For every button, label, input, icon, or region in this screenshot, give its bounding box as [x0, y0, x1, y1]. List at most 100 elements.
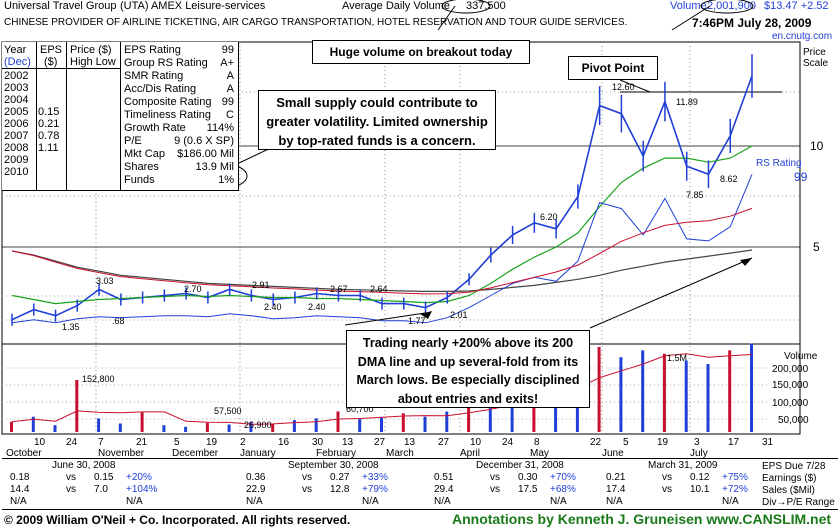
quarter-pe: N/A [606, 496, 623, 507]
quarter-vs: vs [662, 484, 672, 495]
eps-due-pe: Div→P/E Range [762, 497, 835, 508]
highlight-ellipse [441, 0, 491, 14]
quarter-pe: N/A [434, 496, 451, 507]
eps-year: 2009 [4, 154, 29, 166]
volume-bar [75, 380, 79, 432]
rating-value: A+ [220, 57, 234, 69]
supply-callout: Small supply could contribute to greater… [258, 90, 496, 150]
volume-bar [162, 425, 166, 432]
quarter-eps-change: +20% [126, 472, 152, 483]
day-tick: 17 [728, 437, 740, 448]
day-tick: 7 [98, 437, 104, 448]
volume-bar [184, 426, 188, 432]
price-label: 2.67 [330, 284, 348, 294]
month-label: February [316, 448, 357, 459]
price-label: 12.60 [612, 82, 635, 92]
arrow-head [420, 311, 432, 319]
connector-line [589, 257, 753, 329]
quarter-eps: 0.21 [606, 472, 626, 483]
labels-layer: 1.35 3.03 .68 2.70 2.91 2.40 2.40 2.67 2.64 1.77 2… [62, 82, 738, 430]
rating-value: 99 [221, 96, 234, 108]
avg-volume-label: Average Daily Volume [342, 0, 451, 12]
quarter-vs: vs [66, 484, 76, 495]
quarter-eps-prev: 0.30 [518, 472, 538, 483]
eps-year: 2010 [4, 166, 29, 178]
quarter-sales-change: +68% [550, 484, 576, 495]
quarter-vs: vs [302, 472, 312, 483]
eps-header: EPS [40, 44, 63, 56]
day-tick: 13 [342, 437, 354, 448]
day-tick: 5 [623, 437, 629, 448]
symbol-exchange: (UTA) AMEX Leisure-services [120, 0, 266, 12]
rating-label: Composite Rating [124, 96, 212, 108]
volume-label: 1.5M [667, 353, 687, 363]
quarter-sales-change: +79% [362, 484, 388, 495]
price-tick-5: 5 [813, 240, 820, 254]
divider [2, 68, 120, 69]
volume-tick: 50,000 [778, 415, 809, 426]
volume-axis-label: Volume [784, 351, 818, 362]
annotations-by[interactable]: Annotations by Kenneth J. Gruneisen www.… [452, 511, 832, 527]
volume-bar [750, 343, 753, 432]
volume-bar [227, 424, 231, 432]
volume-bar [532, 384, 536, 432]
day-tick: 21 [136, 437, 148, 448]
eps-value: 0.21 [38, 118, 60, 130]
ma-red-line [11, 207, 753, 295]
day-tick: 13 [404, 437, 416, 448]
volume-callout: Huge volume on breakout today [312, 40, 530, 64]
rating-label: P/E [124, 135, 142, 147]
price-label: 6.20 [540, 212, 558, 222]
connector-line [619, 79, 651, 93]
volume-bar [641, 350, 645, 432]
volume-label: 26,900 [244, 420, 272, 430]
rating-label: Acc/Dis Rating [124, 83, 197, 95]
volume-tick: 200,000 [772, 364, 809, 375]
eps-year: 2008 [4, 142, 29, 154]
day-tick: 8 [534, 437, 540, 448]
volume-bar [597, 347, 601, 432]
rs-line [11, 174, 753, 324]
quarterly-table: June 30, 2008 0.18 vs 0.15 +20% 14.4 vs 7.0 +104… [2, 458, 838, 510]
volume-label: 60,700 [346, 404, 374, 414]
volume-bar [358, 419, 362, 432]
vertical-grid [95, 42, 691, 434]
eps-year: 2007 [4, 130, 29, 142]
eps-year: 2002 [4, 70, 29, 82]
quarter-sales-change: +72% [722, 484, 748, 495]
day-tick: 24 [66, 437, 78, 448]
quarter-eps-change: +75% [722, 472, 748, 483]
day-tick: 22 [590, 437, 602, 448]
divider [120, 42, 121, 190]
rating-value: $186.00 Mil [177, 148, 234, 160]
rs-rating-label: RS Rating [756, 158, 802, 169]
volume-label: Volume [670, 0, 707, 12]
price-header: Price ($) [70, 44, 112, 56]
eps-value: 1.11 [38, 142, 59, 154]
rating-value: A [226, 83, 234, 95]
company-name: Universal Travel Group [4, 0, 117, 12]
divider [36, 42, 37, 190]
rating-label: Funds [124, 174, 155, 186]
day-tick: 10 [470, 437, 482, 448]
month-label: April [460, 448, 481, 459]
day-tick: 5 [174, 437, 180, 448]
quarter-period: June 30, 2008 [52, 460, 116, 471]
volume-label: 57,500 [214, 406, 242, 416]
rating-value: A [226, 70, 234, 82]
day-tick: 30 [312, 437, 324, 448]
rating-value: 99 [221, 44, 234, 56]
eps-year: 2005 [4, 106, 29, 118]
volume-bar [336, 411, 340, 432]
volume-bar [401, 413, 405, 432]
arrow-head [740, 258, 752, 266]
quarter-period: March 31, 2009 [648, 460, 718, 471]
price-label: 11.89 [676, 97, 698, 107]
copyright: © 2009 William O'Neil + Co. Incorporated… [4, 513, 351, 527]
price-change: $13.47 +2.52 [764, 0, 829, 12]
day-tick: 2 [240, 437, 246, 448]
quarter-eps: 0.36 [246, 472, 266, 483]
month-label: December [172, 448, 219, 459]
volume-bar [205, 422, 209, 432]
site-link[interactable]: en.cnutg.com [772, 31, 833, 42]
